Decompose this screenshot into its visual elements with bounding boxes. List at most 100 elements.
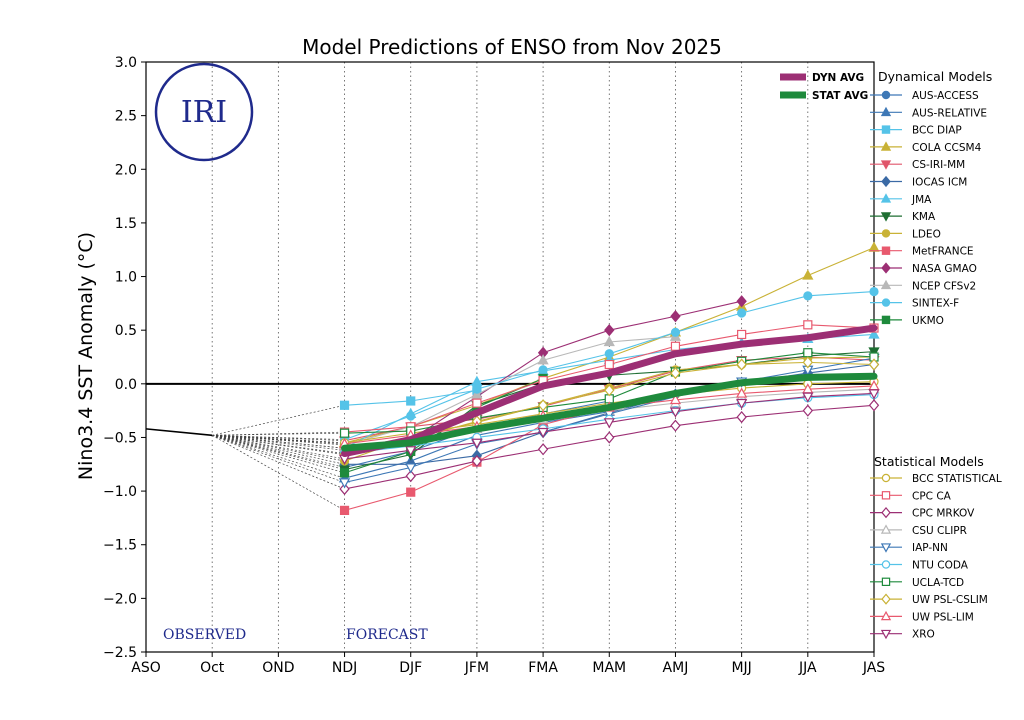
- legend-item-cpc-mrkov: CPC MRKOV: [870, 506, 975, 520]
- legend-label: NTU CODA: [912, 560, 969, 572]
- legend-marker: [881, 262, 891, 274]
- data-point: [736, 295, 747, 308]
- data-point: [604, 349, 614, 359]
- x-tick-label: Oct: [200, 660, 225, 676]
- x-tick-label: JFM: [464, 660, 489, 676]
- y-tick-label: −1.5: [103, 538, 137, 554]
- data-point: [669, 393, 682, 405]
- legend-item-ucla-tcd: UCLA-TCD: [870, 577, 964, 589]
- legend-item-iocas-icm: IOCAS ICM: [870, 175, 967, 189]
- legend-marker: [881, 90, 891, 100]
- y-tick-label: −0.5: [103, 430, 137, 446]
- legend-marker: [881, 246, 891, 255]
- y-tick-label: −1.0: [103, 484, 137, 500]
- observed-line: [145, 428, 213, 437]
- data-point: [802, 269, 814, 280]
- series-sintex-f: [339, 286, 879, 445]
- connector-aus-relative: [212, 434, 345, 479]
- data-point: [670, 327, 681, 337]
- connector-metfrance: [212, 435, 345, 511]
- observed-series: [145, 404, 345, 511]
- data-point: [538, 365, 548, 375]
- legend-marker: [881, 491, 891, 500]
- legend-item-bcc-diap: BCC DIAP: [870, 125, 962, 137]
- y-tick-label: −2.5: [103, 645, 137, 661]
- data-point: [537, 443, 549, 456]
- data-point: [803, 320, 813, 330]
- legend-label: COLA CCSM4: [912, 142, 982, 154]
- connector-aus-access: [212, 434, 345, 468]
- data-point: [339, 400, 350, 410]
- data-point: [471, 388, 483, 399]
- x-tick-label: FMA: [528, 660, 558, 676]
- legend-label: JMA: [911, 194, 932, 206]
- legend-item-cs-iri-mm: CS-IRI-MM: [870, 159, 965, 171]
- legend-item-uw-psl-lim: UW PSL-LIM: [870, 610, 974, 623]
- x-tick-label: DJF: [399, 660, 422, 676]
- x-tick-label: JAS: [862, 660, 885, 676]
- model-series: [338, 241, 880, 515]
- legend-item-cola-ccsm4: COLA CCSM4: [870, 141, 982, 154]
- plot-frame: [145, 61, 875, 653]
- legend-marker: [880, 141, 892, 151]
- data-point: [339, 468, 350, 478]
- legend-item-cpc-ca: CPC CA: [870, 490, 952, 502]
- legend-marker: [881, 229, 891, 238]
- data-point: [405, 469, 416, 483]
- y-tick-label: 0.0: [115, 377, 137, 393]
- data-point: [737, 308, 747, 318]
- legend-item-csu-clipr: CSU CLIPR: [870, 524, 967, 537]
- connector-ukmo: [212, 434, 345, 474]
- y-tick-label: 3.0: [115, 55, 137, 71]
- legend-item-ntu-coda: NTU CODA: [870, 560, 969, 572]
- average-series: [341, 324, 878, 458]
- legend-marker: [881, 506, 891, 519]
- legend: Dynamical Models Statistical Models DYN …: [780, 69, 1002, 641]
- legend-label: CPC MRKOV: [912, 508, 975, 520]
- legend-marker: [881, 298, 891, 307]
- data-point: [604, 431, 615, 444]
- legend-marker: [880, 160, 892, 170]
- legend-marker: [881, 175, 891, 188]
- legend-marker: [881, 473, 891, 483]
- connector-ldeo: [212, 434, 345, 462]
- data-point: [868, 399, 880, 412]
- legend-item-xro: XRO: [870, 629, 935, 641]
- legend-label: LDEO: [912, 228, 941, 240]
- data-point: [604, 324, 615, 337]
- connector-ucla-tcd: [212, 432, 345, 436]
- legend-item-metfrance: MetFRANCE: [870, 246, 974, 258]
- avg-line-stat-avg: [341, 372, 878, 452]
- series-line: [344, 336, 676, 446]
- series-xro: [338, 389, 880, 465]
- data-point: [604, 384, 615, 397]
- data-point: [670, 310, 681, 323]
- legend-label: IAP-NN: [912, 542, 948, 554]
- legend-label: CS-IRI-MM: [912, 159, 965, 171]
- legend-marker: [880, 610, 892, 621]
- data-point: [736, 358, 747, 371]
- legend-marker: [880, 524, 892, 534]
- legend-label-dyn-avg: DYN AVG: [812, 72, 864, 84]
- legend-statistical-title: Statistical Models: [874, 454, 984, 469]
- legend-marker: [880, 106, 892, 117]
- legend-label: UCLA-TCD: [912, 577, 964, 589]
- connector-iap-nn: [212, 434, 345, 483]
- legend-label: AUS-ACCESS: [912, 90, 979, 102]
- legend-label: AUS-RELATIVE: [912, 107, 987, 119]
- legend-item-nasa-gmao: NASA GMAO: [870, 262, 977, 275]
- y-tick-label: 1.5: [115, 216, 137, 232]
- legend-item-bcc-statistical: BCC STATISTICAL: [870, 473, 1002, 485]
- data-point: [669, 407, 682, 418]
- legend-item-ldeo: LDEO: [870, 228, 941, 240]
- x-tick-label: MJJ: [731, 660, 751, 676]
- logo-text: IRI: [181, 95, 227, 130]
- y-tick-label: 1.0: [115, 270, 137, 286]
- data-point: [803, 348, 813, 358]
- legend-label: XRO: [912, 629, 935, 641]
- legend-label: CPC CA: [912, 490, 952, 502]
- series-cpc-mrkov: [339, 399, 880, 496]
- legend-label: NASA GMAO: [912, 263, 977, 275]
- legend-marker: [880, 543, 892, 553]
